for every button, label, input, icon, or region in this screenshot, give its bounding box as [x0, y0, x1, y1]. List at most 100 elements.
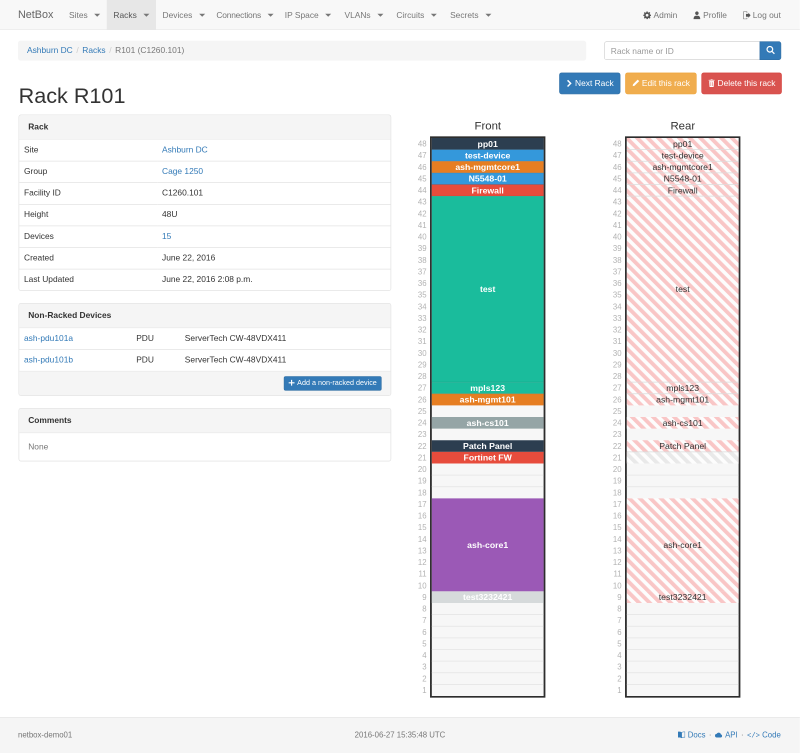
svg-text:19: 19 — [418, 477, 427, 486]
svg-text:Patch Panel: Patch Panel — [659, 441, 706, 451]
svg-text:42: 42 — [613, 209, 622, 218]
svg-text:47: 47 — [613, 151, 622, 160]
svg-text:11: 11 — [419, 570, 427, 579]
svg-text:24: 24 — [613, 419, 622, 428]
svg-text:mpls123: mpls123 — [666, 383, 699, 393]
svg-text:2: 2 — [617, 674, 621, 683]
svg-text:test3232421: test3232421 — [463, 592, 512, 602]
svg-text:5: 5 — [422, 639, 427, 648]
svg-text:36: 36 — [613, 279, 622, 288]
svg-text:28: 28 — [418, 372, 427, 381]
svg-text:12: 12 — [613, 558, 622, 567]
svg-text:7: 7 — [617, 616, 621, 625]
svg-text:5: 5 — [617, 639, 622, 648]
svg-text:14: 14 — [613, 535, 622, 544]
svg-text:37: 37 — [613, 267, 622, 276]
svg-text:11: 11 — [614, 570, 622, 579]
svg-text:16: 16 — [418, 512, 427, 521]
svg-text:9: 9 — [422, 593, 426, 602]
svg-text:15: 15 — [418, 523, 427, 532]
svg-text:34: 34 — [418, 302, 427, 311]
svg-text:12: 12 — [418, 558, 427, 567]
svg-text:29: 29 — [613, 360, 622, 369]
svg-text:35: 35 — [613, 291, 622, 300]
svg-text:ash-mgmtcore1: ash-mgmtcore1 — [455, 162, 520, 172]
svg-text:test-device: test-device — [465, 150, 511, 160]
svg-text:6: 6 — [422, 628, 426, 637]
svg-text:36: 36 — [418, 279, 427, 288]
svg-text:41: 41 — [418, 221, 427, 230]
svg-text:48: 48 — [418, 140, 427, 149]
svg-text:Firewall: Firewall — [472, 185, 504, 195]
svg-text:26: 26 — [418, 395, 427, 404]
svg-text:6: 6 — [617, 628, 621, 637]
svg-text:25: 25 — [613, 407, 622, 416]
svg-text:45: 45 — [613, 174, 622, 183]
svg-text:25: 25 — [418, 407, 427, 416]
svg-text:16: 16 — [613, 512, 622, 521]
svg-text:N5548-01: N5548-01 — [469, 174, 507, 184]
svg-text:1: 1 — [422, 686, 426, 695]
svg-text:44: 44 — [613, 186, 622, 195]
svg-text:35: 35 — [418, 291, 427, 300]
svg-text:9: 9 — [617, 593, 621, 602]
svg-text:30: 30 — [418, 349, 427, 358]
svg-text:26: 26 — [613, 395, 622, 404]
svg-text:46: 46 — [613, 163, 622, 172]
svg-text:21: 21 — [613, 453, 622, 462]
svg-text:18: 18 — [418, 488, 427, 497]
svg-text:19: 19 — [613, 477, 622, 486]
svg-text:43: 43 — [613, 198, 622, 207]
svg-text:4: 4 — [422, 651, 427, 660]
svg-text:27: 27 — [613, 384, 622, 393]
svg-text:test: test — [676, 284, 691, 294]
svg-text:Patch Panel: Patch Panel — [463, 441, 512, 451]
svg-text:ash-mgmtcore1: ash-mgmtcore1 — [653, 162, 714, 172]
svg-text:14: 14 — [418, 535, 427, 544]
svg-text:28: 28 — [613, 372, 622, 381]
svg-text:32: 32 — [418, 326, 427, 335]
svg-text:test: test — [480, 284, 496, 294]
svg-text:39: 39 — [613, 244, 622, 253]
svg-text:22: 22 — [613, 442, 622, 451]
svg-text:ash-cs101: ash-cs101 — [663, 418, 703, 428]
svg-text:3: 3 — [617, 663, 621, 672]
svg-text:41: 41 — [613, 221, 622, 230]
svg-text:33: 33 — [418, 314, 427, 323]
svg-text:44: 44 — [418, 186, 427, 195]
svg-text:ash-cs101: ash-cs101 — [467, 418, 509, 428]
svg-text:2: 2 — [422, 674, 426, 683]
svg-text:ash-mgmt101: ash-mgmt101 — [460, 395, 516, 405]
svg-text:38: 38 — [418, 256, 427, 265]
svg-text:test3232421: test3232421 — [659, 592, 707, 602]
svg-text:40: 40 — [613, 233, 622, 242]
svg-text:Fortinet FW: Fortinet FW — [464, 453, 513, 463]
svg-text:ash-core1: ash-core1 — [663, 540, 702, 550]
svg-text:46: 46 — [418, 163, 427, 172]
svg-text:10: 10 — [418, 581, 427, 590]
svg-text:34: 34 — [613, 302, 622, 311]
svg-text:23: 23 — [613, 430, 622, 439]
svg-text:38: 38 — [613, 256, 622, 265]
svg-text:4: 4 — [617, 651, 622, 660]
svg-text:3: 3 — [422, 663, 426, 672]
svg-text:31: 31 — [418, 337, 427, 346]
svg-text:Firewall: Firewall — [668, 185, 698, 195]
svg-text:18: 18 — [613, 488, 622, 497]
svg-text:13: 13 — [613, 546, 622, 555]
svg-text:N5548-01: N5548-01 — [664, 174, 702, 184]
svg-text:pp01: pp01 — [673, 139, 692, 149]
svg-text:48: 48 — [613, 140, 622, 149]
svg-text:43: 43 — [418, 198, 427, 207]
svg-text:37: 37 — [418, 267, 427, 276]
svg-text:40: 40 — [418, 233, 427, 242]
svg-text:23: 23 — [418, 430, 427, 439]
svg-text:27: 27 — [418, 384, 427, 393]
svg-text:31: 31 — [613, 337, 622, 346]
svg-text:8: 8 — [617, 605, 621, 614]
svg-text:42: 42 — [418, 209, 427, 218]
svg-text:17: 17 — [613, 500, 622, 509]
svg-text:20: 20 — [613, 465, 622, 474]
svg-text:45: 45 — [418, 174, 427, 183]
svg-text:22: 22 — [418, 442, 427, 451]
